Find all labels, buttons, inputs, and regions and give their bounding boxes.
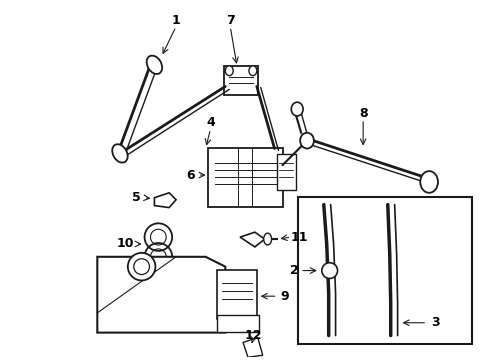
Circle shape [134, 259, 149, 275]
Ellipse shape [420, 171, 438, 193]
Ellipse shape [249, 66, 257, 76]
Ellipse shape [264, 233, 271, 245]
Ellipse shape [300, 133, 314, 148]
Text: 1: 1 [172, 14, 180, 27]
Text: 11: 11 [291, 231, 308, 244]
FancyBboxPatch shape [276, 154, 296, 190]
Polygon shape [98, 257, 225, 333]
Ellipse shape [225, 66, 233, 76]
Text: 5: 5 [132, 191, 141, 204]
Text: 8: 8 [359, 107, 368, 120]
Polygon shape [154, 193, 176, 208]
FancyBboxPatch shape [298, 197, 472, 345]
FancyBboxPatch shape [208, 148, 283, 207]
Text: 4: 4 [206, 116, 215, 129]
FancyBboxPatch shape [218, 315, 259, 332]
Text: 3: 3 [431, 316, 440, 329]
Ellipse shape [147, 55, 162, 74]
Text: 10: 10 [116, 238, 134, 251]
FancyBboxPatch shape [224, 66, 258, 95]
Text: 6: 6 [187, 168, 195, 181]
Text: 2: 2 [290, 264, 298, 277]
Text: 7: 7 [226, 14, 235, 27]
Text: 12: 12 [244, 329, 262, 342]
FancyBboxPatch shape [218, 270, 257, 319]
Text: 9: 9 [280, 290, 289, 303]
Circle shape [322, 263, 338, 278]
Ellipse shape [112, 144, 128, 163]
Polygon shape [243, 338, 263, 357]
Polygon shape [240, 232, 265, 247]
Ellipse shape [291, 102, 303, 116]
Circle shape [128, 253, 155, 280]
